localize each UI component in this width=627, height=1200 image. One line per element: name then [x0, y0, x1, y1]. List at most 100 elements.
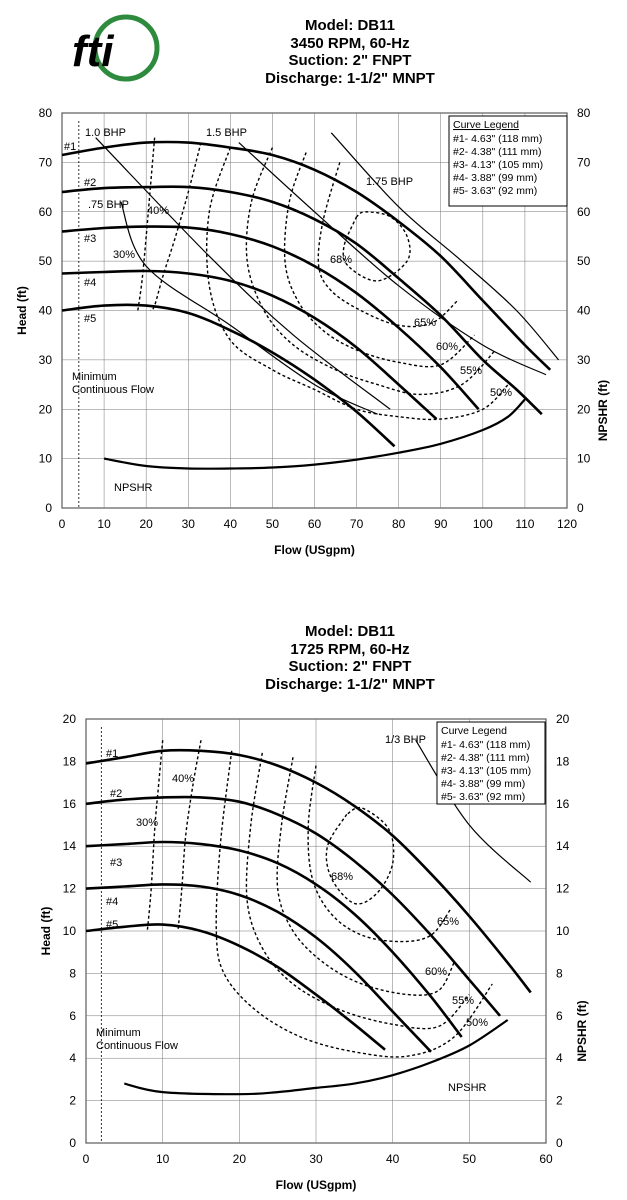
y-tick-label: 0 [45, 501, 52, 515]
head-curve-n1 [61, 140, 552, 371]
y2-tick-label: 0 [577, 501, 584, 515]
curve-label: #2 [110, 788, 122, 800]
head-curve-n4 [61, 269, 438, 421]
x-tick-label: 0 [83, 1152, 90, 1166]
x-tick-label: 60 [308, 517, 322, 531]
y-tick-label: 4 [69, 1051, 76, 1065]
y-tick-label: 70 [39, 155, 53, 169]
npshr-curve [124, 1019, 509, 1096]
bhp-line [415, 739, 532, 883]
y2-tick-label: 20 [556, 712, 570, 726]
x-tick-label: 40 [224, 517, 238, 531]
y-axis-label: Head (ft) [39, 907, 53, 956]
min-flow-label: Continuous Flow [96, 1040, 178, 1052]
y-tick-label: 30 [39, 353, 53, 367]
efficiency-contour-60pct [283, 152, 475, 368]
bhp-line [120, 201, 378, 415]
chart2-title-line: Suction: 2" FNPT [288, 658, 412, 675]
curve-label: #4 [106, 896, 118, 908]
y2-tick-label: 20 [577, 402, 591, 416]
efficiency-contour-30pct [137, 137, 156, 311]
efficiency-label: 50% [490, 387, 512, 399]
y2-tick-label: 6 [556, 1009, 563, 1023]
x-tick-label: 120 [557, 517, 577, 531]
efficiency-contour-40pct [177, 740, 202, 932]
chart2-title: Model: DB11 1725 RPM, 60-Hz Suction: 2" … [200, 623, 500, 693]
y2-axis-label: NPSHR (ft) [596, 380, 610, 441]
efficiency-label: 60% [425, 966, 447, 978]
x-axis-label: Flow (USgpm) [276, 1178, 357, 1192]
y-tick-label: 10 [39, 452, 53, 466]
y-tick-label: 60 [39, 205, 53, 219]
curve-label: #4 [84, 277, 96, 289]
y-tick-label: 18 [63, 754, 77, 768]
chart1-title-line: Model: DB11 [304, 17, 395, 34]
efficiency-contour-55pct [245, 752, 470, 1030]
y2-tick-label: 4 [556, 1051, 563, 1065]
y2-tick-label: 14 [556, 839, 570, 853]
y-tick-label: 20 [63, 712, 77, 726]
legend-box [436, 721, 546, 805]
npshr-label: NPSHR [114, 482, 153, 494]
y-axis-label: Head (ft) [15, 286, 29, 335]
y2-tick-label: 2 [556, 1094, 563, 1108]
chart1-title: Model: DB11 3450 RPM, 60-Hz Suction: 2" … [200, 17, 500, 87]
legend-entry: #4- 3.88" (99 mm) [453, 172, 537, 184]
efficiency-contour-68pct [325, 806, 395, 905]
x-tick-label: 110 [515, 517, 534, 531]
legend-entry: #5- 3.63" (92 mm) [453, 185, 537, 197]
min-flow-label: Continuous Flow [72, 384, 154, 396]
efficiency-label: 60% [436, 341, 458, 353]
bhp-line [95, 137, 391, 410]
head-curve-n5 [61, 303, 396, 448]
x-tick-label: 90 [434, 517, 448, 531]
curve-label: #5 [106, 919, 118, 931]
y-tick-label: 0 [69, 1136, 76, 1150]
head-curve-n2 [85, 795, 501, 1017]
x-tick-label: 30 [309, 1152, 323, 1166]
legend-entry: #4- 3.88" (99 mm) [441, 778, 525, 790]
efficiency-label: 68% [330, 254, 352, 266]
curve-label: #5 [84, 313, 96, 325]
efficiency-label: 55% [460, 365, 482, 377]
head-curve-n3 [61, 225, 480, 411]
bhp-label: 1.0 BHP [85, 127, 126, 139]
x-tick-label: 70 [350, 517, 364, 531]
legend-entry: #3- 4.13" (105 mm) [441, 765, 531, 777]
y-tick-label: 6 [69, 1009, 76, 1023]
efficiency-label: 50% [466, 1017, 488, 1029]
x-tick-label: 100 [473, 517, 493, 531]
curve-label: #3 [84, 233, 96, 245]
y2-tick-label: 0 [556, 1136, 563, 1150]
curve-label: #2 [84, 177, 96, 189]
efficiency-contour-30pct [146, 740, 164, 932]
legend-entry: #2- 4.38" (111 mm) [453, 146, 542, 158]
y-tick-label: 8 [69, 966, 76, 980]
bhp-label: 1.5 BHP [206, 127, 247, 139]
y2-tick-label: 18 [556, 754, 570, 768]
logo-text: fti [72, 27, 114, 76]
efficiency-label: 65% [437, 916, 459, 928]
legend-box [448, 115, 568, 207]
bhp-label: .75 BHP [88, 199, 129, 211]
curve-label: #1 [106, 748, 118, 760]
efficiency-contour-50pct [206, 147, 509, 421]
head-curve-n5 [85, 923, 386, 1051]
y2-tick-label: 12 [556, 882, 570, 896]
curve-label: #3 [110, 857, 122, 869]
x-tick-label: 50 [266, 517, 280, 531]
efficiency-label: 40% [172, 773, 194, 785]
y2-tick-label: 10 [556, 924, 570, 938]
efficiency-label: 30% [136, 817, 158, 829]
x-tick-label: 50 [463, 1152, 477, 1166]
chart2-title-line: Discharge: 1-1/2" MNPT [265, 675, 435, 693]
legend-entry: #3- 4.13" (105 mm) [453, 159, 543, 171]
efficiency-label: 65% [414, 317, 436, 329]
curve-label: #1 [64, 141, 76, 153]
x-tick-label: 0 [59, 517, 66, 531]
y2-tick-label: 70 [577, 155, 591, 169]
chart1-title-line: Discharge: 1-1/2" MNPT [265, 69, 435, 87]
bhp-line [238, 142, 547, 376]
